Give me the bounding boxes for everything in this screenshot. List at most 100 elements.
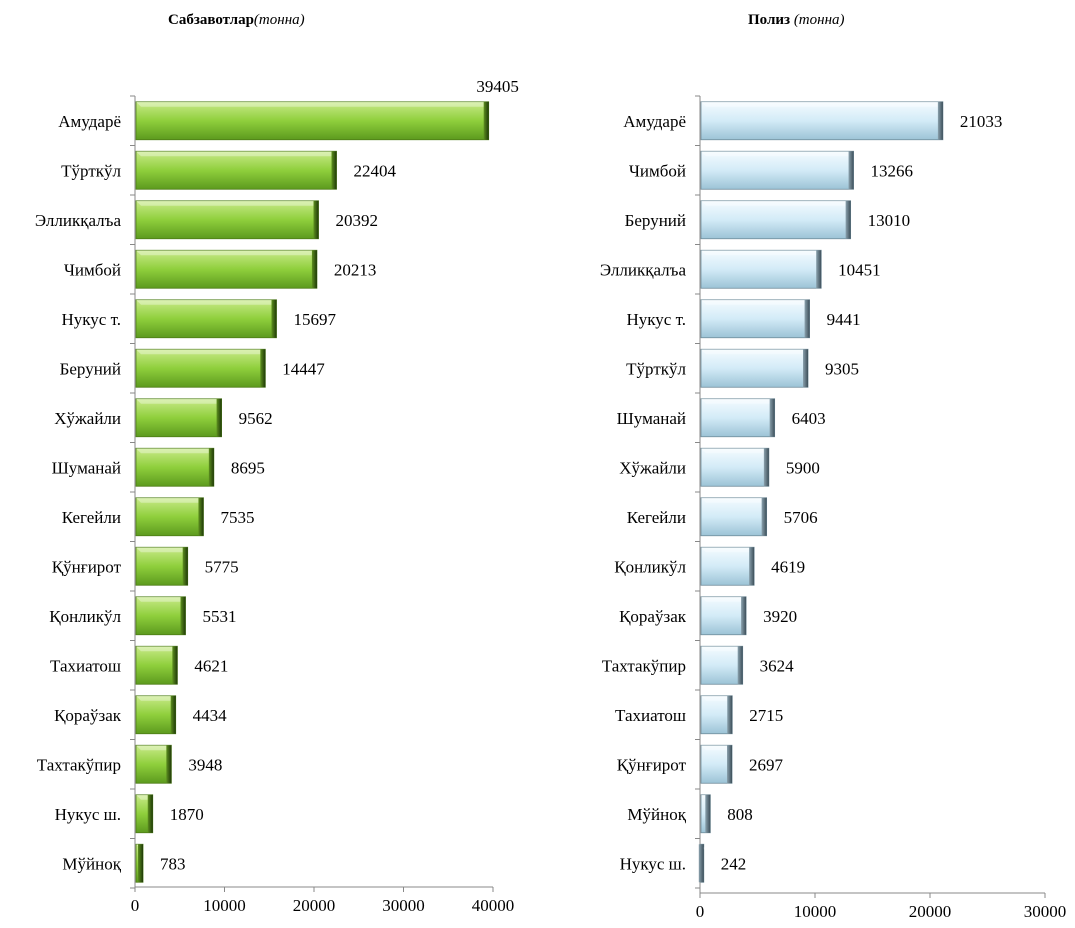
melon-category-label: Тахиатош	[615, 706, 686, 725]
melon-value-label: 6403	[792, 409, 826, 428]
melon-bar-cap	[804, 299, 810, 338]
veg-bar-bevel	[136, 299, 277, 305]
veg-category-label: Амударё	[58, 112, 121, 131]
melon-value-label: 808	[727, 805, 753, 824]
melon-category-label: Нукус ш.	[620, 854, 686, 873]
melon-category-label: Тахтакўпир	[602, 656, 686, 675]
melon-value-label: 5900	[786, 458, 820, 477]
veg-bar	[135, 299, 277, 339]
veg-category-label: Қонликўл	[49, 607, 121, 626]
melon-bar	[700, 200, 852, 240]
veg-category-label: Элликқалъа	[35, 211, 122, 230]
veg-bar-bevel	[136, 547, 188, 553]
veg-x-tick-label: 40000	[472, 896, 515, 915]
melon-bar-bevel	[701, 448, 769, 454]
melon-x-tick-label: 30000	[1024, 902, 1067, 921]
melon-bar-cap	[816, 250, 822, 289]
veg-value-label: 5775	[205, 557, 239, 576]
melon-bar-cap	[705, 794, 711, 833]
veg-bar-bevel	[136, 497, 204, 503]
veg-x-tick-label: 30000	[382, 896, 425, 915]
melon-bar	[700, 150, 854, 190]
veg-value-label: 5531	[203, 607, 237, 626]
melon-value-label: 242	[721, 854, 747, 873]
melon-category-label: Нукус т.	[627, 310, 687, 329]
veg-value-label: 20213	[334, 260, 377, 279]
veg-bar-cap	[170, 695, 176, 734]
veg-bar	[135, 546, 189, 586]
veg-bar-bevel	[136, 745, 172, 751]
veg-value-label: 3948	[188, 755, 222, 774]
veg-bar-cap	[147, 794, 153, 833]
melon-category-label: Амударё	[623, 112, 686, 131]
melon-x-tick-label: 0	[696, 902, 705, 921]
veg-bar-bevel	[136, 596, 186, 602]
melon-x-tick-label: 10000	[794, 902, 837, 921]
veg-category-label: Беруний	[60, 359, 121, 378]
melon-bar	[700, 101, 944, 141]
melon-value-label: 2697	[749, 755, 784, 774]
veg-category-label: Қораўзак	[54, 706, 122, 725]
melon-category-label: Қўнғирот	[617, 755, 687, 774]
melon-bar-bevel	[701, 646, 743, 652]
melon-bar-cap	[737, 646, 743, 685]
veg-category-label: Тахиатош	[50, 656, 121, 675]
veg-category-label: Тахтакўпир	[37, 755, 121, 774]
melon-bar	[700, 744, 733, 784]
melon-bar	[700, 299, 810, 339]
melon-bar-cap	[761, 497, 767, 536]
melon-category-label: Хўжайли	[619, 458, 686, 477]
veg-bar-cap	[331, 151, 337, 190]
melon-bar	[700, 645, 744, 685]
melon-bar-cap	[741, 596, 747, 635]
veg-bar-bevel	[136, 200, 319, 206]
veg-value-label: 14447	[282, 359, 325, 378]
melon-category-label: Тўрткўл	[626, 359, 686, 378]
melon-bar-bevel	[701, 250, 822, 256]
melon-value-label: 3920	[763, 607, 797, 626]
melon-value-label: 9441	[827, 310, 861, 329]
melon-bar-bevel	[701, 596, 747, 602]
veg-value-label: 39405	[476, 77, 519, 96]
veg-bar-cap	[138, 844, 144, 883]
veg-bar	[135, 398, 222, 438]
veg-category-label: Мўйноқ	[62, 854, 121, 873]
veg-value-label: 20392	[336, 211, 379, 230]
melon-value-label: 2715	[749, 706, 783, 725]
veg-category-label: Нукус ш.	[55, 805, 121, 824]
veg-bar-cap	[180, 596, 186, 635]
melon-bar-bevel	[701, 745, 733, 751]
melon-bar-bevel	[701, 349, 809, 355]
melon-bar-cap	[937, 101, 943, 140]
veg-bar-cap	[483, 101, 489, 140]
melon-category-label: Элликқалъа	[600, 260, 687, 279]
veg-category-label: Чимбой	[64, 260, 121, 279]
veg-value-label: 8695	[231, 458, 265, 477]
melon-value-label: 3624	[760, 656, 795, 675]
veg-bar-cap	[208, 448, 214, 487]
veg-value-label: 1870	[170, 805, 204, 824]
veg-bar	[135, 348, 266, 388]
veg-category-label: Хўжайли	[54, 409, 121, 428]
veg-bar-cap	[172, 646, 178, 685]
melon-bar-cap	[727, 745, 733, 784]
melon-bar	[700, 398, 776, 438]
melon-value-label: 4619	[771, 557, 805, 576]
melon-x-tick-label: 20000	[909, 902, 952, 921]
melon-category-label: Шуманай	[617, 409, 686, 428]
melon-bar	[700, 249, 822, 289]
melon-category-label: Кегейли	[627, 508, 686, 527]
melon-bar-bevel	[701, 151, 854, 157]
veg-category-label: Нукус т.	[62, 310, 122, 329]
melon-category-label: Беруний	[625, 211, 686, 230]
melon-category-label: Чимбой	[629, 161, 686, 180]
chart-title-melons: Полиз (тонна)	[748, 12, 845, 28]
veg-bar-bevel	[136, 646, 178, 652]
melon-bar-bevel	[701, 299, 810, 305]
veg-value-label: 22404	[354, 161, 397, 180]
veg-bar	[135, 744, 172, 784]
veg-x-tick-label: 0	[131, 896, 140, 915]
veg-bar	[135, 447, 215, 487]
melon-bar-cap	[769, 398, 775, 437]
